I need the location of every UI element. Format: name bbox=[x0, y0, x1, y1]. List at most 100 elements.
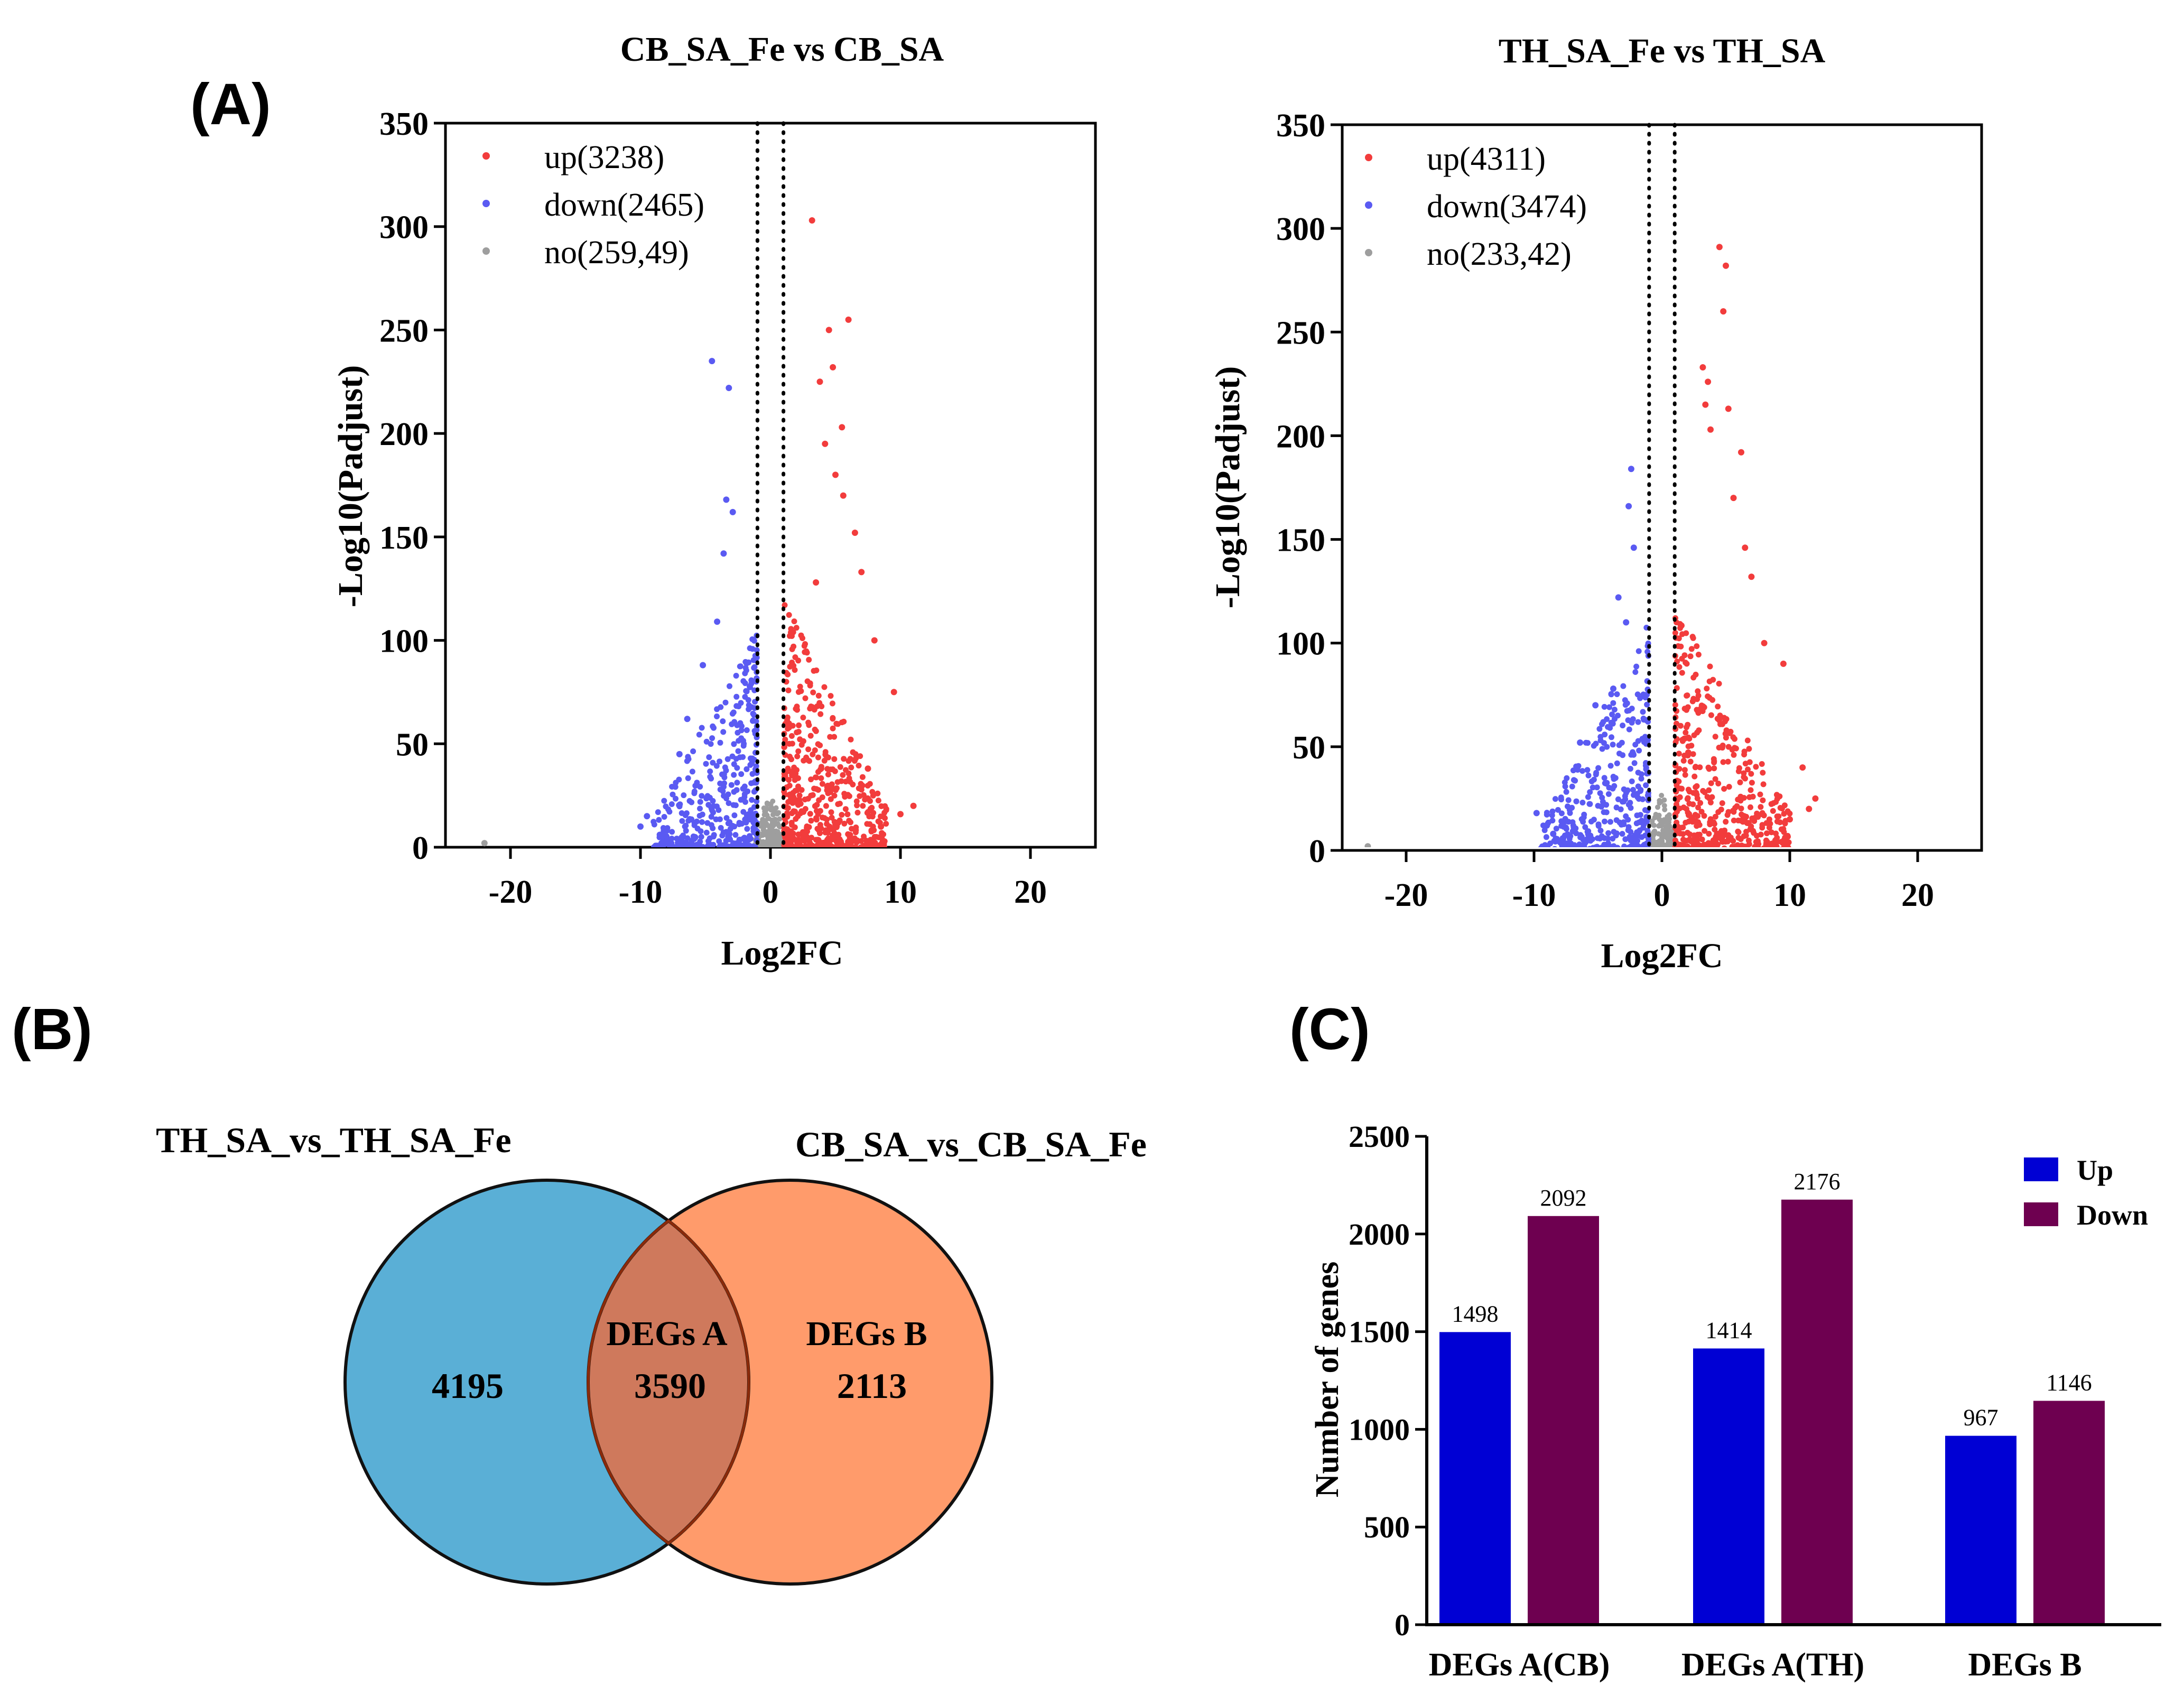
volcano-point-down bbox=[1625, 817, 1631, 823]
bar-up bbox=[1945, 1435, 2016, 1625]
volcano-point-up bbox=[859, 774, 866, 780]
volcano-point-up bbox=[1680, 804, 1687, 811]
volcano-point-down bbox=[1618, 806, 1624, 812]
volcano-point-down bbox=[1614, 845, 1621, 847]
bar-chart-value-labels: 1498 2092 1414 2176 967 1146 bbox=[1452, 1169, 2092, 1431]
volcano-point-up bbox=[910, 802, 917, 809]
volcano-point-up bbox=[1766, 825, 1772, 831]
volcano-point-no bbox=[1657, 817, 1663, 823]
volcano-x-tick-label: -20 bbox=[489, 874, 533, 910]
volcano-point-down bbox=[1643, 782, 1649, 789]
volcano-point-down bbox=[1622, 836, 1629, 842]
volcano-point-down bbox=[1609, 711, 1615, 718]
volcano-point-down bbox=[679, 818, 685, 824]
volcano-point-down bbox=[1579, 768, 1585, 774]
volcano-point-up bbox=[1753, 764, 1759, 770]
volcano-point-up bbox=[1720, 759, 1726, 765]
volcano-point-up bbox=[1764, 839, 1770, 845]
volcano-point-up bbox=[1725, 758, 1731, 765]
volcano-point-down bbox=[1628, 466, 1634, 473]
volcano-point-up bbox=[801, 831, 807, 837]
volcano-point-up bbox=[805, 746, 812, 753]
volcano-point-up bbox=[1707, 663, 1713, 670]
volcano-point-down bbox=[710, 759, 716, 766]
volcano-point-no bbox=[770, 812, 776, 818]
volcano-point-down bbox=[1635, 648, 1642, 654]
volcano-point-down bbox=[737, 720, 744, 726]
volcano-point-no bbox=[1658, 799, 1664, 804]
volcano-point-up bbox=[811, 785, 817, 792]
volcano-point-up bbox=[871, 833, 878, 840]
volcano-point-down bbox=[1643, 760, 1649, 766]
volcano-point-up bbox=[1683, 838, 1689, 844]
volcano-point-down bbox=[1632, 742, 1639, 748]
volcano-point-down bbox=[699, 725, 705, 731]
volcano-point-up bbox=[850, 749, 856, 755]
volcano-point-up bbox=[875, 790, 881, 796]
volcano-point-down bbox=[737, 754, 743, 761]
volcano-point-down bbox=[698, 828, 704, 835]
volcano-point-up bbox=[1725, 405, 1732, 412]
volcano-y-tick-label: 200 bbox=[379, 416, 429, 452]
volcano-point-down bbox=[742, 799, 748, 805]
volcano-point-down bbox=[733, 673, 739, 679]
volcano-x-tick-label: 20 bbox=[1901, 877, 1934, 913]
volcano-point-no bbox=[1651, 839, 1657, 845]
volcano-point-up bbox=[1694, 696, 1700, 702]
volcano-point-down bbox=[741, 791, 748, 798]
volcano-point-up bbox=[856, 785, 862, 792]
volcano-point-down bbox=[1586, 801, 1593, 807]
volcano-point-up bbox=[1686, 736, 1693, 742]
volcano-point-up bbox=[1781, 837, 1787, 843]
volcano-point-up bbox=[846, 775, 852, 782]
volcano-point-up bbox=[1723, 735, 1729, 741]
volcano-point-up bbox=[1694, 643, 1700, 650]
volcano-point-up bbox=[841, 756, 847, 762]
volcano-point-up bbox=[839, 812, 845, 818]
volcano-point-down bbox=[1550, 830, 1557, 837]
volcano-point-no bbox=[769, 831, 775, 837]
volcano-point-down bbox=[697, 838, 703, 845]
volcano-point-down bbox=[1600, 799, 1606, 805]
volcano-y-tick-label: 250 bbox=[379, 313, 429, 349]
volcano-point-up bbox=[1681, 735, 1687, 742]
volcano-point-up bbox=[791, 618, 797, 625]
volcano-point-up bbox=[883, 806, 889, 812]
volcano-point-no bbox=[1661, 842, 1667, 847]
volcano-point-down bbox=[1568, 845, 1574, 847]
volcano-point-down bbox=[738, 771, 745, 777]
volcano-point-no bbox=[764, 800, 770, 806]
volcano-point-down bbox=[718, 825, 724, 831]
volcano-point-up bbox=[792, 788, 798, 794]
volcano-1-y-axis-label: -Log10(Padjust) bbox=[331, 365, 370, 607]
volcano-point-down bbox=[1573, 798, 1579, 804]
volcano-point-no bbox=[765, 816, 771, 821]
volcano-point-up bbox=[1704, 794, 1711, 800]
volcano-point-down bbox=[737, 837, 744, 843]
volcano-point-up bbox=[825, 782, 831, 789]
volcano-point-up bbox=[1690, 635, 1696, 641]
volcano-point-down bbox=[1575, 763, 1582, 769]
volcano-point-up bbox=[1735, 835, 1742, 841]
volcano-point-up bbox=[1695, 804, 1701, 811]
volcano-point-up bbox=[875, 818, 881, 825]
volcano-point-up bbox=[1773, 830, 1779, 837]
volcano-point-no bbox=[1659, 838, 1665, 844]
volcano-point-no bbox=[776, 810, 782, 816]
volcano-point-up bbox=[1738, 805, 1744, 812]
volcano-point-down bbox=[1559, 842, 1565, 847]
volcano-point-up bbox=[1739, 794, 1745, 801]
volcano-point-down bbox=[1544, 810, 1550, 816]
volcano-point-down bbox=[717, 758, 723, 765]
volcano-point-down bbox=[1562, 819, 1568, 825]
panel-label-c: (C) bbox=[1289, 997, 1370, 1062]
volcano-point-up bbox=[810, 689, 816, 696]
bar-chart-legend: Up Down bbox=[2024, 1154, 2148, 1231]
volcano-point-down bbox=[1552, 846, 1557, 847]
volcano-point-up bbox=[798, 787, 805, 793]
volcano-point-down bbox=[751, 664, 758, 670]
volcano-2-legend-up: up(4311) bbox=[1427, 141, 1546, 177]
volcano-point-down bbox=[746, 659, 752, 665]
bar-down bbox=[1528, 1216, 1599, 1625]
volcano-point-up bbox=[817, 711, 824, 717]
